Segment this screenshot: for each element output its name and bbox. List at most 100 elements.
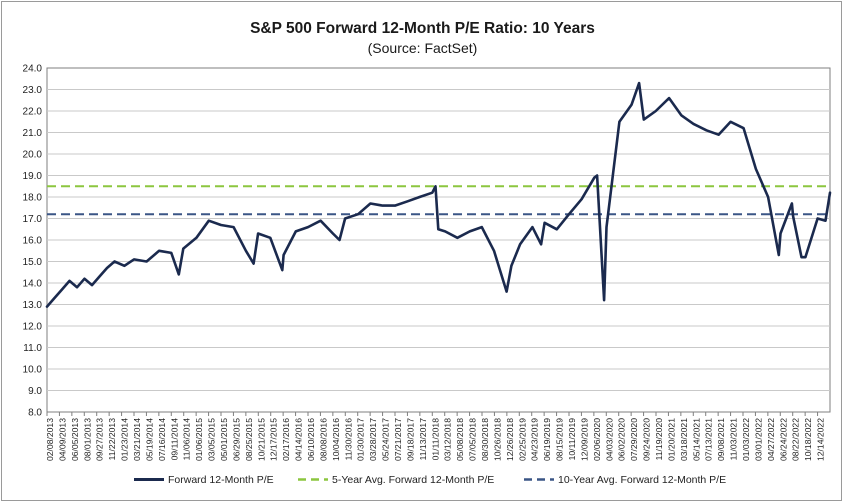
y-tick-label: 21.0 bbox=[23, 128, 43, 139]
data-point bbox=[580, 198, 583, 200]
data-point bbox=[344, 217, 346, 220]
data-point bbox=[68, 280, 71, 282]
data-point bbox=[431, 191, 434, 194]
data-point bbox=[717, 133, 720, 136]
data-point bbox=[692, 123, 695, 125]
data-point bbox=[742, 127, 745, 129]
data-point bbox=[145, 260, 148, 263]
x-tick-label: 05/08/2018 bbox=[455, 418, 465, 461]
x-tick-label: 09/24/2020 bbox=[642, 418, 652, 461]
data-point bbox=[596, 174, 598, 177]
data-point bbox=[791, 202, 793, 205]
data-point bbox=[638, 82, 640, 84]
x-tick-label: 02/06/2020 bbox=[592, 418, 602, 461]
x-tick-label: 05/01/2015 bbox=[219, 418, 229, 461]
x-tick-label: 10/18/2022 bbox=[803, 418, 813, 461]
x-tick-label: 05/19/2014 bbox=[144, 418, 154, 461]
x-tick-label: 08/15/2019 bbox=[555, 418, 565, 461]
y-tick-label: 18.0 bbox=[23, 193, 43, 204]
x-tick-label: 11/22/2013 bbox=[107, 418, 117, 461]
x-tick-label: 11/03/2021 bbox=[729, 418, 739, 461]
data-point bbox=[680, 114, 683, 117]
x-tick-label: 08/22/2022 bbox=[791, 418, 801, 461]
x-tick-label: 02/17/2016 bbox=[281, 418, 291, 461]
data-point bbox=[493, 250, 495, 252]
y-tick-label: 19.0 bbox=[23, 171, 43, 182]
y-tick-label: 11.0 bbox=[23, 343, 42, 354]
x-tick-label: 04/27/2022 bbox=[766, 418, 776, 461]
x-tick-label: 09/27/2013 bbox=[95, 418, 105, 461]
x-tick-label: 05/24/2017 bbox=[381, 418, 391, 461]
x-tick-label: 11/19/2020 bbox=[654, 418, 664, 461]
x-tick-label: 04/14/2016 bbox=[294, 418, 304, 461]
data-point bbox=[220, 224, 222, 226]
x-tick-label: 01/23/2014 bbox=[120, 418, 130, 461]
data-point bbox=[469, 230, 471, 233]
data-point bbox=[381, 204, 384, 207]
x-tick-label: 02/08/2013 bbox=[45, 418, 55, 461]
data-point bbox=[406, 200, 409, 203]
x-tick-label: 10/26/2018 bbox=[492, 418, 502, 461]
x-tick-label: 08/01/2013 bbox=[82, 418, 92, 461]
x-tick-label: 04/03/2020 bbox=[604, 418, 614, 461]
x-tick-label: 09/08/2021 bbox=[716, 418, 726, 461]
data-point bbox=[123, 265, 126, 267]
x-tick-label: 11/30/2016 bbox=[343, 418, 353, 461]
x-tick-label: 07/05/2018 bbox=[468, 418, 478, 461]
data-point bbox=[767, 196, 769, 198]
data-point bbox=[568, 213, 570, 215]
x-tick-label: 12/09/2019 bbox=[579, 418, 589, 461]
data-point bbox=[76, 286, 78, 289]
x-tick-label: 07/29/2020 bbox=[629, 418, 639, 461]
x-tick-label: 07/21/2017 bbox=[393, 418, 403, 461]
x-tick-label: 07/16/2014 bbox=[157, 418, 167, 461]
data-point bbox=[369, 202, 372, 205]
x-tick-label: 03/01/2022 bbox=[753, 418, 763, 461]
data-point bbox=[394, 204, 396, 207]
x-tick-label: 04/09/2013 bbox=[57, 418, 67, 461]
data-point bbox=[603, 299, 605, 302]
data-point bbox=[208, 219, 210, 222]
data-point bbox=[505, 290, 508, 293]
data-point bbox=[53, 297, 56, 299]
chart-title: S&P 500 Forward 12-Month P/E Ratio: 10 Y… bbox=[250, 20, 595, 37]
x-tick-label: 06/10/2016 bbox=[306, 418, 316, 461]
data-point bbox=[281, 269, 284, 271]
data-point bbox=[729, 121, 732, 123]
data-point bbox=[829, 191, 831, 194]
x-tick-label: 01/11/2018 bbox=[430, 418, 440, 461]
data-point bbox=[437, 228, 440, 231]
data-point bbox=[232, 226, 235, 228]
data-point bbox=[46, 305, 48, 308]
x-tick-label: 05/14/2021 bbox=[691, 418, 701, 461]
data-point bbox=[605, 226, 608, 228]
x-tick-label: 08/08/2016 bbox=[318, 418, 328, 461]
legend-label-10yr: 10-Year Avg. Forward 12-Month P/E bbox=[558, 474, 726, 486]
x-tick-label: 11/13/2017 bbox=[418, 418, 428, 461]
y-axis: 8.0 9.0 10.0 11.0 12.0 13.0 14.0 15.0 16.0 17.0 18… bbox=[23, 64, 43, 419]
plot-area bbox=[45, 67, 832, 413]
data-point bbox=[655, 110, 657, 112]
data-point bbox=[481, 226, 483, 228]
legend: Forward 12-Month P/E 5-Year Avg. Forward… bbox=[134, 474, 726, 486]
data-point bbox=[755, 168, 757, 170]
x-tick-label: 01/30/2017 bbox=[356, 418, 366, 461]
x-tick-label: 03/21/2014 bbox=[132, 418, 142, 461]
x-tick-label: 08/30/2018 bbox=[480, 418, 490, 461]
data-point bbox=[91, 284, 93, 286]
y-tick-label: 24.0 bbox=[23, 64, 43, 75]
data-point bbox=[519, 243, 521, 246]
data-point bbox=[282, 254, 285, 256]
data-point bbox=[332, 232, 334, 235]
x-tick-label: 12/14/2022 bbox=[816, 418, 826, 461]
data-point bbox=[98, 275, 101, 278]
x-tick-label: 06/19/2019 bbox=[542, 418, 552, 461]
y-tick-label: 8.0 bbox=[28, 408, 42, 419]
data-point bbox=[531, 226, 534, 228]
data-point bbox=[510, 265, 513, 267]
x-tick-label: 09/11/2014 bbox=[169, 418, 179, 461]
x-tick-label: 04/23/2019 bbox=[530, 418, 540, 461]
data-point bbox=[824, 219, 827, 222]
data-point bbox=[319, 219, 322, 222]
